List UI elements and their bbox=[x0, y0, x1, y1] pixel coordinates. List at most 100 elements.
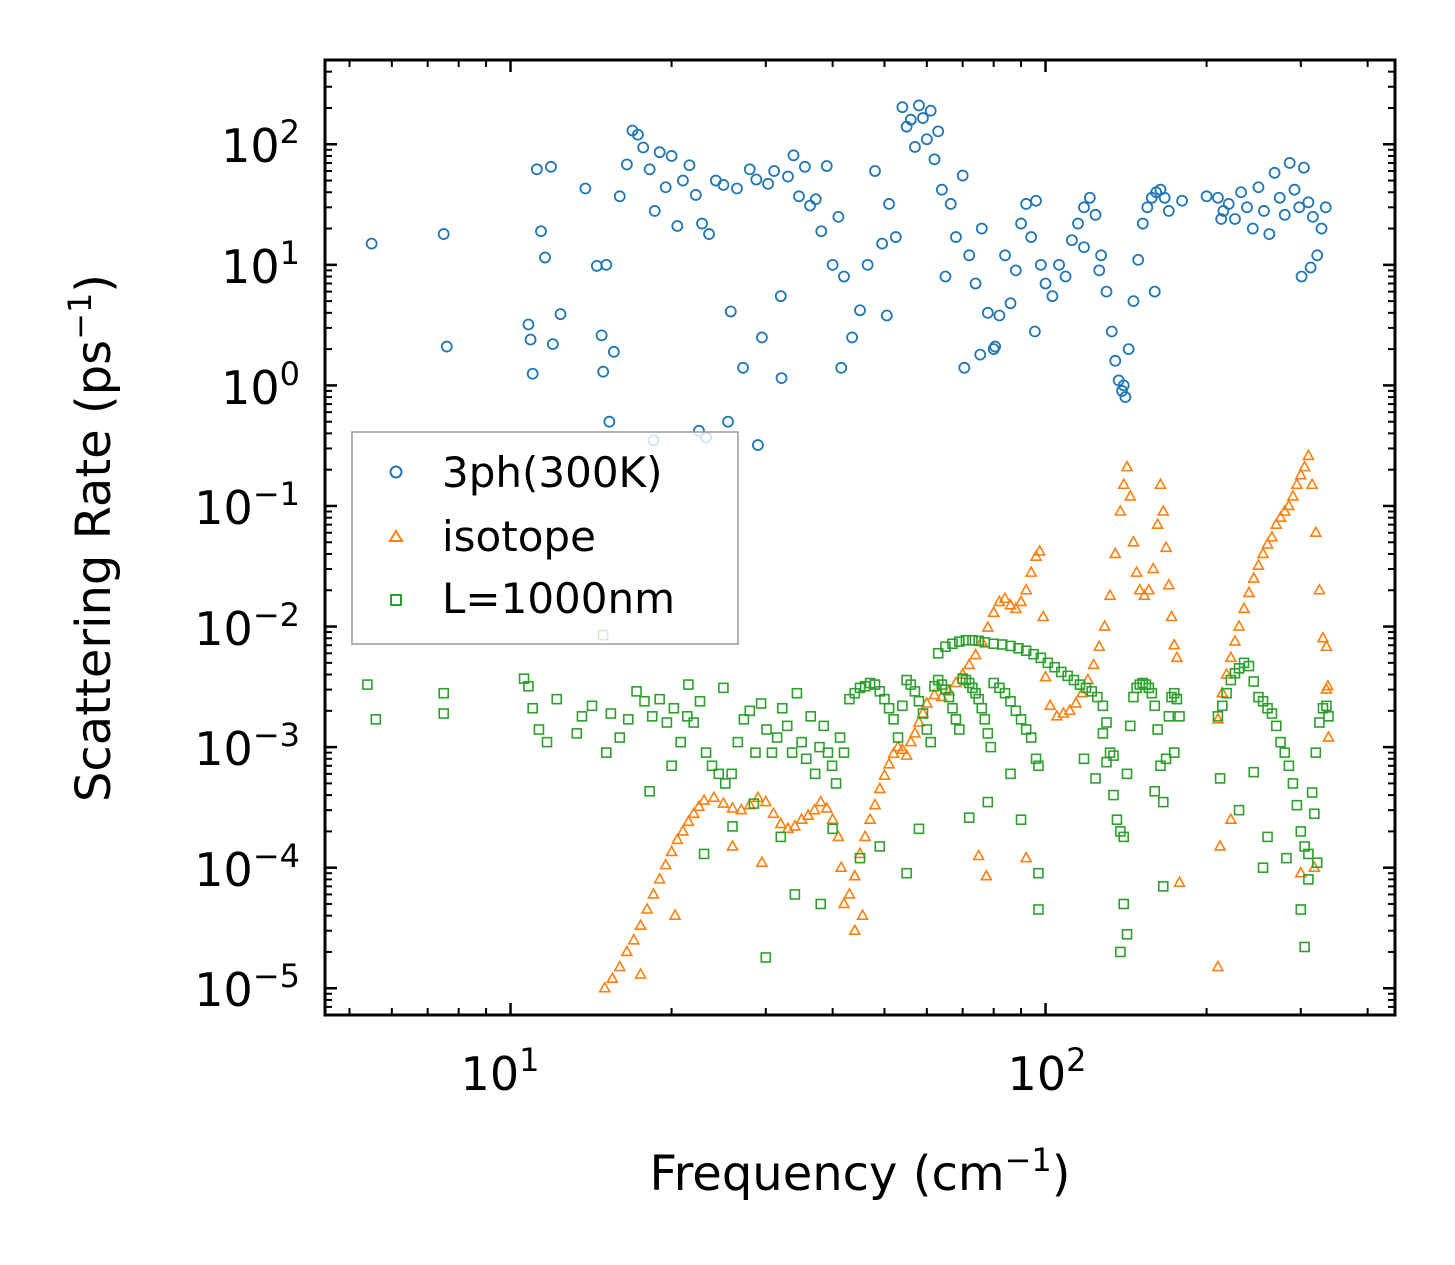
data-point bbox=[1159, 540, 1173, 553]
data-point bbox=[1160, 753, 1172, 765]
data-point bbox=[1243, 660, 1255, 672]
data-point bbox=[627, 933, 641, 945]
data-point bbox=[677, 174, 689, 187]
data-point bbox=[1304, 261, 1317, 274]
data-point bbox=[1137, 588, 1151, 601]
data-point bbox=[522, 318, 535, 331]
data-point bbox=[814, 794, 828, 807]
data-point bbox=[1303, 874, 1314, 885]
data-point bbox=[1111, 814, 1123, 826]
data-point bbox=[837, 896, 851, 909]
data-point bbox=[972, 848, 986, 861]
data-point bbox=[939, 270, 952, 283]
data-point bbox=[973, 693, 984, 705]
data-point bbox=[1140, 679, 1152, 690]
data-point bbox=[1157, 881, 1169, 892]
data-point bbox=[644, 786, 655, 797]
data-point bbox=[909, 686, 921, 697]
data-point bbox=[683, 679, 694, 690]
data-point bbox=[1108, 546, 1122, 559]
data-point bbox=[1281, 852, 1292, 864]
data-point bbox=[1015, 714, 1027, 725]
data-point bbox=[1074, 679, 1086, 690]
data-point bbox=[726, 768, 737, 780]
data-point bbox=[854, 304, 866, 317]
data-point bbox=[1317, 702, 1329, 714]
data-point bbox=[1087, 657, 1100, 670]
data-point bbox=[1263, 228, 1276, 240]
data-point bbox=[707, 790, 721, 803]
data-point bbox=[639, 695, 650, 707]
data-point bbox=[1287, 778, 1299, 789]
data-point bbox=[1146, 561, 1160, 574]
data-point bbox=[950, 231, 962, 243]
data-point bbox=[614, 732, 626, 743]
data-point bbox=[993, 309, 1006, 322]
data-point bbox=[954, 724, 965, 735]
data-point bbox=[809, 768, 821, 780]
data-point bbox=[755, 855, 769, 867]
data-point bbox=[694, 695, 706, 707]
data-point bbox=[1019, 583, 1033, 595]
axis-ticks bbox=[325, 59, 1395, 1016]
data-point bbox=[545, 160, 557, 173]
data-point bbox=[590, 259, 603, 272]
data-point bbox=[665, 150, 678, 162]
data-point bbox=[1046, 290, 1059, 303]
data-point bbox=[595, 329, 608, 342]
data-point bbox=[863, 812, 877, 825]
data-point bbox=[1072, 217, 1084, 230]
data-point bbox=[698, 848, 710, 860]
data-point bbox=[1013, 643, 1024, 654]
data-point bbox=[1212, 191, 1224, 204]
x-tick-label-10: 101 bbox=[461, 1041, 540, 1101]
data-point bbox=[671, 220, 684, 232]
data-point bbox=[1121, 768, 1133, 780]
data-point bbox=[1127, 295, 1140, 308]
data-point bbox=[600, 747, 612, 758]
data-point bbox=[1314, 717, 1325, 728]
data-point bbox=[653, 872, 667, 884]
data-point bbox=[774, 290, 787, 303]
data-point bbox=[727, 821, 738, 832]
data-point bbox=[1167, 638, 1181, 650]
data-point bbox=[1092, 691, 1103, 703]
y-tick-label-1e-1: 10−1 bbox=[194, 475, 300, 535]
data-point bbox=[761, 724, 772, 735]
data-point bbox=[571, 728, 583, 739]
data-point bbox=[654, 693, 665, 705]
data-point bbox=[668, 908, 682, 920]
data-point bbox=[1155, 760, 1166, 772]
data-point bbox=[981, 620, 995, 632]
data-point bbox=[1024, 565, 1038, 577]
data-point bbox=[1121, 929, 1133, 940]
data-point bbox=[1053, 258, 1065, 271]
data-point bbox=[1086, 686, 1098, 697]
data-point bbox=[1033, 867, 1044, 879]
data-point bbox=[539, 251, 551, 264]
data-point bbox=[1156, 504, 1170, 516]
data-point bbox=[697, 793, 711, 805]
data-point bbox=[1097, 728, 1109, 739]
data-point bbox=[1130, 565, 1143, 577]
data-point bbox=[834, 860, 848, 872]
data-point bbox=[706, 760, 718, 772]
data-point bbox=[1109, 354, 1122, 367]
data-point bbox=[1248, 766, 1260, 778]
data-point bbox=[1320, 639, 1333, 652]
data-point bbox=[634, 967, 647, 979]
data-point bbox=[846, 331, 859, 344]
data-point bbox=[981, 306, 994, 319]
data-point bbox=[781, 720, 793, 732]
y-axis-title: Scattering Rate (ps−1) bbox=[61, 274, 122, 802]
data-point bbox=[924, 104, 937, 117]
data-point bbox=[1158, 191, 1171, 204]
data-point bbox=[1279, 747, 1291, 758]
data-point bbox=[999, 687, 1011, 699]
data-point bbox=[750, 173, 763, 186]
data-point bbox=[1118, 898, 1130, 910]
data-point bbox=[1283, 157, 1296, 169]
data-point bbox=[1117, 379, 1130, 392]
data-point bbox=[768, 165, 781, 177]
data-point bbox=[854, 852, 866, 864]
